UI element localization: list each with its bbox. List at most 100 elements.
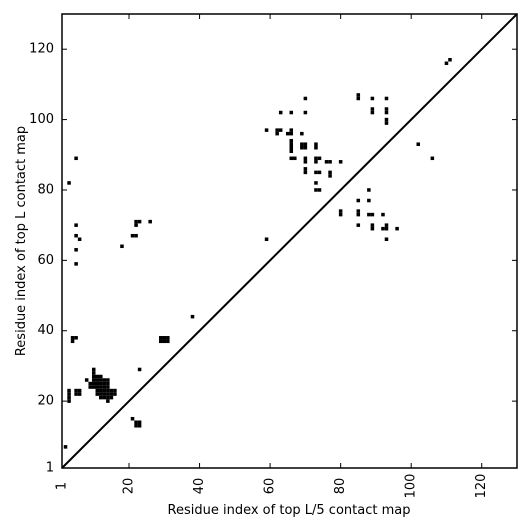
contact-point-upper-70 bbox=[370, 110, 375, 115]
contact-point-upper-14 bbox=[264, 237, 269, 241]
contact-point-upper-50 bbox=[317, 188, 322, 192]
contact-point-lower-29 bbox=[99, 378, 103, 382]
y-tick-label-2: 40 bbox=[37, 323, 54, 338]
x-axis-label: Residue index of top L/5 contact map bbox=[168, 503, 411, 518]
contact-point-upper-56 bbox=[338, 209, 343, 213]
contact-point-lower-34 bbox=[102, 385, 107, 389]
contact-point-lower-25 bbox=[99, 392, 103, 396]
contact-point-lower-30 bbox=[99, 374, 103, 379]
contact-point-lower-56 bbox=[137, 420, 142, 425]
contact-point-lower-2 bbox=[67, 395, 71, 400]
contact-point-lower-19 bbox=[95, 388, 100, 393]
contact-point-upper-35 bbox=[303, 156, 308, 161]
contact-point-upper-6 bbox=[74, 262, 78, 266]
contact-point-lower-5 bbox=[74, 392, 78, 396]
contact-point-lower-47 bbox=[113, 392, 117, 396]
contact-point-lower-46 bbox=[109, 388, 114, 393]
contact-point-lower-26 bbox=[99, 388, 103, 393]
contact-point-upper-57 bbox=[338, 212, 343, 217]
contact-point-upper-47 bbox=[317, 170, 322, 175]
contact-point-upper-59 bbox=[356, 96, 361, 101]
x-tick-label-2: 40 bbox=[192, 478, 207, 495]
contact-point-upper-73 bbox=[381, 212, 385, 217]
contact-point-upper-46 bbox=[314, 170, 318, 175]
contact-point-upper-58 bbox=[356, 93, 361, 97]
contact-point-upper-3 bbox=[74, 233, 78, 238]
contact-point-lower-63 bbox=[166, 336, 170, 340]
contact-point-upper-74 bbox=[381, 226, 385, 231]
contact-point-upper-10 bbox=[134, 223, 138, 227]
contact-point-upper-82 bbox=[384, 237, 389, 241]
x-axis-ticks: 1 20 40 60 80 100 120 bbox=[55, 14, 489, 499]
contact-point-lower-42 bbox=[106, 381, 110, 386]
contact-point-upper-0 bbox=[67, 181, 71, 185]
contact-point-upper-27 bbox=[289, 149, 294, 154]
contact-point-lower-49 bbox=[70, 339, 75, 344]
contact-point-lower-8 bbox=[77, 388, 82, 393]
contact-point-upper-20 bbox=[285, 131, 290, 136]
contact-point-upper-25 bbox=[289, 142, 294, 146]
contact-point-upper-26 bbox=[289, 145, 294, 150]
y-tick-label-3: 60 bbox=[37, 253, 54, 268]
contact-point-lower-57 bbox=[137, 367, 142, 372]
contact-point-lower-11 bbox=[88, 381, 92, 386]
contact-point-upper-15 bbox=[264, 128, 269, 132]
contact-point-lower-6 bbox=[74, 388, 78, 393]
contact-point-lower-61 bbox=[162, 336, 167, 340]
contact-point-upper-23 bbox=[289, 110, 294, 115]
contact-point-lower-41 bbox=[106, 385, 110, 389]
contact-point-lower-59 bbox=[159, 336, 163, 340]
x-tick-label-6: 120 bbox=[474, 474, 489, 499]
x-tick-label-5: 100 bbox=[404, 474, 419, 499]
y-tick-label-1: 20 bbox=[37, 394, 54, 409]
contact-point-upper-45 bbox=[317, 156, 322, 161]
contact-point-lower-32 bbox=[102, 392, 107, 396]
contact-point-upper-31 bbox=[300, 142, 304, 146]
contact-point-lower-38 bbox=[106, 395, 110, 400]
contact-point-lower-31 bbox=[102, 395, 107, 400]
contact-point-lower-36 bbox=[102, 378, 107, 382]
contact-point-upper-83 bbox=[395, 226, 399, 231]
contact-point-upper-64 bbox=[367, 188, 371, 192]
contact-point-upper-81 bbox=[384, 226, 389, 231]
contact-point-lower-44 bbox=[109, 395, 114, 400]
contact-point-upper-48 bbox=[314, 181, 318, 185]
contact-point-upper-5 bbox=[74, 248, 78, 252]
contact-point-upper-61 bbox=[356, 209, 361, 213]
contact-point-lower-27 bbox=[99, 385, 103, 389]
contact-point-upper-33 bbox=[303, 145, 308, 150]
contact-point-upper-67 bbox=[370, 212, 375, 217]
y-tick-label-6: 120 bbox=[29, 42, 54, 57]
contact-point-lower-28 bbox=[99, 381, 103, 386]
contact-point-lower-23 bbox=[95, 374, 100, 379]
contact-point-lower-53 bbox=[134, 424, 138, 428]
contact-point-upper-84 bbox=[416, 142, 421, 146]
x-tick-label-1: 20 bbox=[122, 478, 137, 495]
contact-point-upper-62 bbox=[356, 212, 361, 217]
contact-point-lower-60 bbox=[162, 339, 167, 344]
contact-point-upper-16 bbox=[275, 131, 279, 136]
contact-point-upper-17 bbox=[275, 128, 279, 132]
contact-point-lower-62 bbox=[166, 339, 170, 344]
contact-point-lower-35 bbox=[102, 381, 107, 386]
contact-point-upper-22 bbox=[289, 128, 294, 132]
contact-point-lower-43 bbox=[106, 378, 110, 382]
contact-point-lower-50 bbox=[70, 336, 75, 340]
contact-point-upper-32 bbox=[300, 145, 304, 150]
contact-point-upper-53 bbox=[328, 170, 332, 175]
contact-point-upper-39 bbox=[303, 110, 308, 115]
contact-point-upper-11 bbox=[134, 219, 138, 224]
contact-point-upper-68 bbox=[370, 96, 375, 101]
x-tick-label-3: 60 bbox=[263, 478, 278, 495]
y-tick-label-4: 80 bbox=[37, 182, 54, 197]
contact-point-lower-24 bbox=[99, 395, 103, 400]
contact-point-upper-43 bbox=[314, 156, 318, 161]
contact-point-lower-45 bbox=[109, 392, 114, 396]
contact-point-upper-71 bbox=[370, 223, 375, 227]
contact-point-upper-75 bbox=[384, 96, 389, 101]
contact-point-lower-13 bbox=[91, 381, 96, 386]
contact-point-lower-18 bbox=[95, 392, 100, 396]
contact-point-lower-9 bbox=[84, 378, 89, 382]
contact-point-upper-63 bbox=[356, 223, 361, 227]
